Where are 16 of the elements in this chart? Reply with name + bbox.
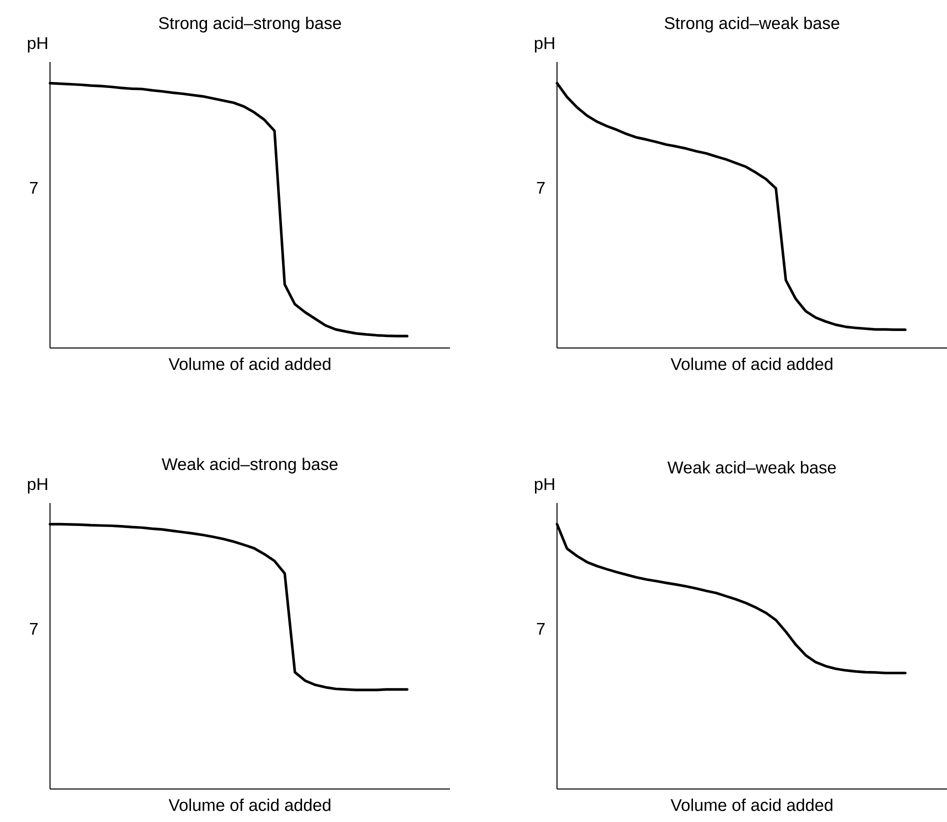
text: 7 xyxy=(30,182,38,194)
chart-title: Weak acid–strong base xyxy=(162,458,338,474)
text: 7 xyxy=(536,182,545,194)
y-axis-title: pH xyxy=(28,478,48,494)
text: 7 xyxy=(30,622,38,635)
y-axis-title: pH xyxy=(534,478,554,494)
x-axis-title: Volume of acid added xyxy=(670,358,832,370)
y-axis-title: pH xyxy=(28,37,48,52)
chart-title: Strong acid–strong base xyxy=(158,16,342,32)
x-axis-title: Volume of acid added xyxy=(670,798,832,812)
text: 7 xyxy=(536,622,545,635)
x-axis-title: Volume of acid added xyxy=(168,358,330,370)
chart-title: Weak acid–weak base xyxy=(668,461,836,474)
x-axis-title: Volume of acid added xyxy=(168,798,330,812)
chart-title: Strong acid–weak base xyxy=(664,16,840,32)
y-axis-title: pH xyxy=(534,37,554,52)
